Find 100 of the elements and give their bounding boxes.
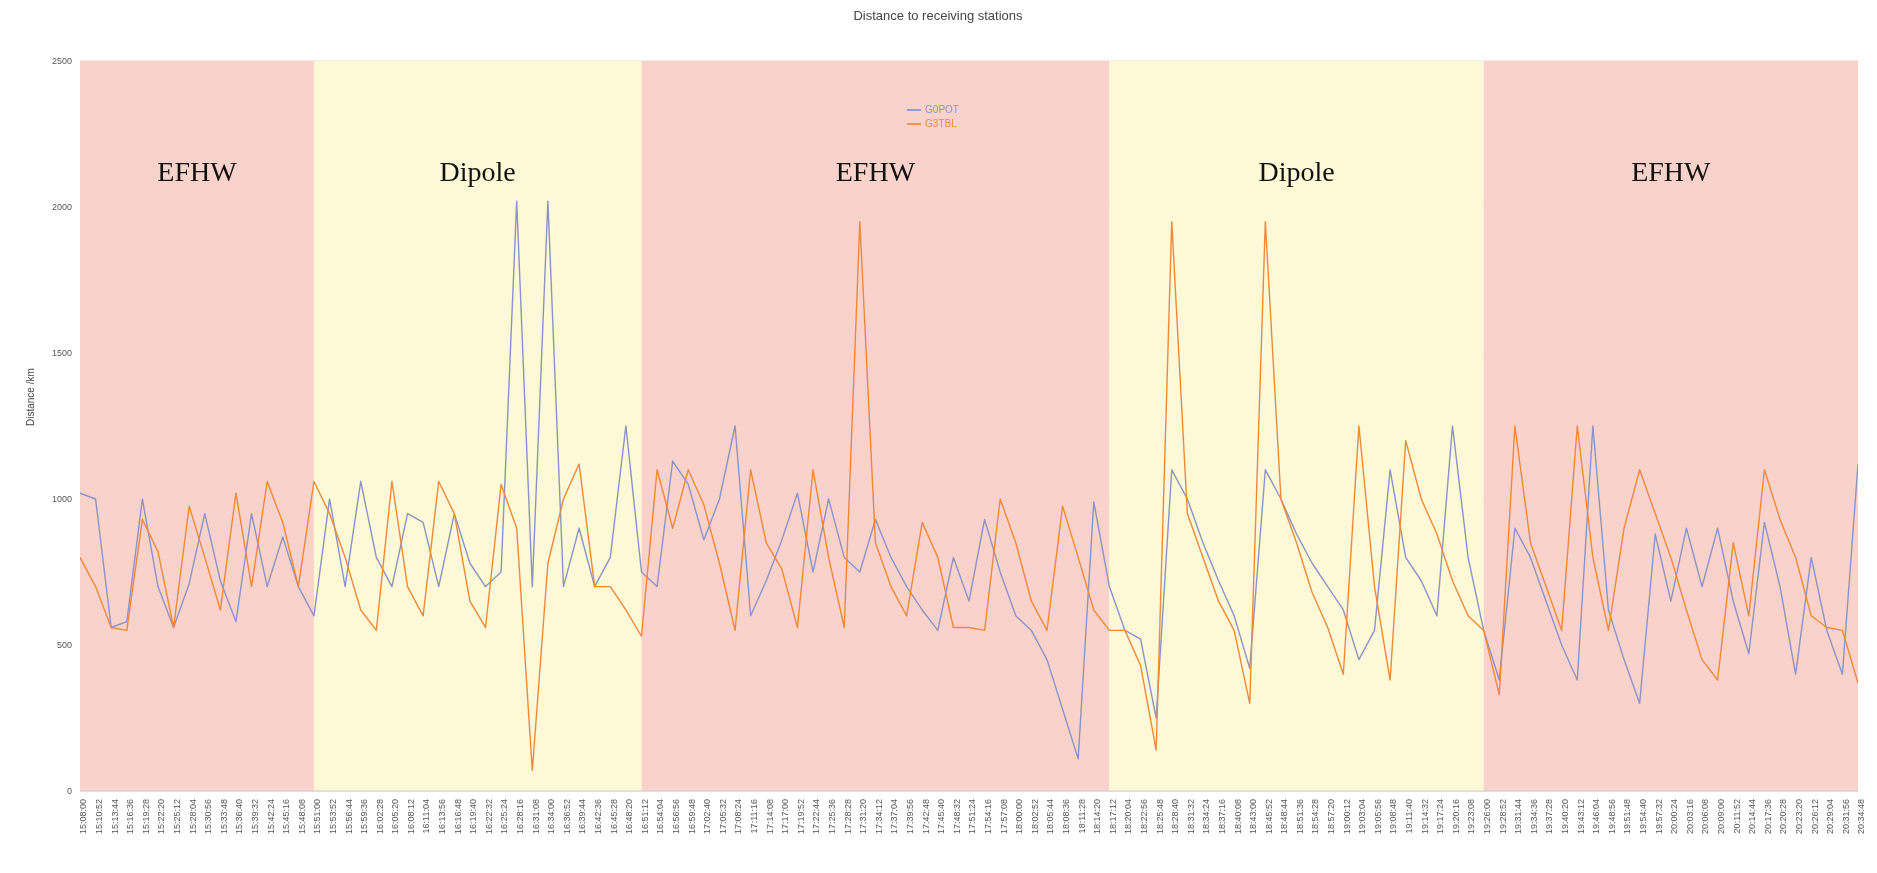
x-tick-label: 16:42:36 — [593, 799, 604, 835]
x-tick-label: 19:43:12 — [1575, 799, 1586, 835]
x-tick-label: 16:11:04 — [421, 799, 432, 834]
x-tick-label: 18:34:24 — [1201, 799, 1212, 835]
x-tick-label: 19:05:56 — [1372, 799, 1383, 835]
x-tick-label: 20:17:36 — [1762, 799, 1773, 835]
x-tick-label: 20:23:20 — [1794, 799, 1804, 835]
x-tick-label: 19:40:20 — [1560, 799, 1571, 835]
x-tick-label: 18:28:40 — [1170, 799, 1181, 835]
x-tick-label: 18:40:08 — [1232, 799, 1243, 835]
x-tick-label: 17:54:16 — [982, 799, 993, 835]
y-tick-label: 2500 — [51, 56, 72, 67]
x-tick-label: 20:06:08 — [1700, 799, 1711, 835]
x-tick-label: 17:39:56 — [905, 799, 915, 835]
y-tick-label: 1000 — [51, 494, 72, 505]
x-tick-label: 17:14:08 — [764, 799, 775, 835]
x-tick-label: 20:34:48 — [1856, 799, 1867, 835]
x-tick-label: 20:09:00 — [1716, 799, 1727, 835]
x-tick-label: 20:20:28 — [1778, 799, 1789, 835]
x-tick-label: 15:42:24 — [265, 799, 276, 835]
x-tick-label: 17:19:52 — [795, 799, 806, 835]
x-tick-label: 15:39:32 — [249, 799, 260, 835]
x-tick-label: 16:51:12 — [639, 799, 650, 835]
x-tick-label: 15:56:44 — [343, 799, 354, 835]
x-tick-label: 17:45:40 — [936, 799, 947, 835]
x-tick-label: 19:37:28 — [1544, 799, 1555, 835]
x-tick-label: 15:59:36 — [359, 799, 370, 835]
x-tick-label: 19:14:32 — [1419, 799, 1430, 835]
x-tick-label: 15:08:00 — [78, 799, 89, 835]
x-tick-label: 17:57:08 — [998, 799, 1009, 835]
x-tick-label: 17:05:32 — [717, 799, 728, 835]
x-tick-label: 19:57:32 — [1653, 799, 1664, 835]
x-tick-label: 15:19:28 — [140, 799, 151, 835]
x-tick-label: 19:54:40 — [1638, 799, 1649, 835]
x-tick-label: 15:22:20 — [156, 799, 167, 835]
x-tick-label: 17:17:00 — [780, 799, 791, 835]
x-tick-label: 15:51:00 — [312, 799, 323, 835]
y-tick-label: 1500 — [51, 348, 72, 359]
x-tick-label: 15:10:52 — [93, 799, 104, 835]
x-tick-label: 20:29:04 — [1825, 799, 1836, 835]
x-tick-label: 16:31:08 — [530, 799, 541, 835]
x-tick-label: 18:02:52 — [1029, 799, 1040, 835]
x-tick-label: 19:46:04 — [1591, 799, 1602, 835]
x-tick-label: 18:00:00 — [1014, 799, 1025, 835]
x-tick-label: 18:22:56 — [1138, 799, 1149, 835]
x-tick-label: 20:31:56 — [1840, 799, 1851, 835]
x-tick-label: 18:48:44 — [1279, 799, 1290, 835]
x-tick-label: 17:42:48 — [920, 799, 931, 835]
band-label: EFHW — [835, 155, 916, 187]
legend-label: G3TBL — [925, 117, 957, 129]
legend-label: G0POT — [925, 103, 959, 115]
x-tick-label: 15:36:40 — [234, 799, 245, 835]
x-tick-label: 16:05:20 — [390, 799, 401, 835]
x-tick-label: 16:59:48 — [686, 799, 697, 835]
x-tick-label: 19:31:44 — [1513, 799, 1524, 835]
x-tick-label: 20:14:44 — [1747, 799, 1758, 835]
x-tick-label: 15:16:36 — [125, 799, 136, 835]
band-label: EFHW — [1631, 155, 1712, 187]
x-tick-label: 16:28:16 — [515, 799, 526, 835]
x-tick-label: 17:31:20 — [858, 799, 869, 835]
x-tick-label: 15:30:56 — [203, 799, 214, 835]
x-tick-label: 19:00:12 — [1341, 799, 1352, 835]
x-tick-label: 16:08:12 — [405, 799, 416, 835]
x-tick-label: 20:00:24 — [1669, 799, 1680, 835]
x-tick-label: 16:56:56 — [671, 799, 682, 835]
x-tick-label: 19:28:52 — [1497, 799, 1508, 835]
x-tick-label: 15:28:04 — [187, 799, 198, 835]
x-tick-label: 15:25:12 — [171, 799, 182, 835]
x-tick-label: 17:28:28 — [842, 799, 853, 835]
x-tick-label: 16:19:40 — [468, 799, 479, 835]
x-tick-label: 19:34:36 — [1528, 799, 1539, 835]
x-tick-label: 17:22:44 — [811, 799, 822, 835]
x-tick-label: 18:20:04 — [1123, 799, 1134, 835]
x-tick-label: 19:26:00 — [1482, 799, 1493, 835]
x-tick-label: 19:03:04 — [1357, 799, 1368, 835]
y-tick-label: 0 — [66, 786, 72, 797]
x-tick-label: 19:48:56 — [1606, 799, 1617, 835]
band-label: Dipole — [439, 155, 516, 187]
x-tick-label: 17:11:16 — [749, 799, 760, 834]
x-tick-label: 18:05:44 — [1045, 799, 1056, 835]
x-tick-label: 18:57:20 — [1326, 799, 1337, 835]
x-tick-label: 17:48:32 — [951, 799, 962, 835]
band-label: EFHW — [157, 155, 238, 187]
x-tick-label: 18:54:28 — [1310, 799, 1321, 835]
x-tick-label: 15:48:08 — [296, 799, 307, 835]
x-tick-label: 16:36:52 — [561, 799, 572, 835]
x-tick-label: 16:02:28 — [374, 799, 385, 835]
x-tick-label: 17:51:24 — [967, 799, 978, 835]
x-tick-label: 16:16:48 — [452, 799, 463, 835]
x-tick-label: 18:31:32 — [1185, 799, 1196, 835]
x-tick-label: 19:23:08 — [1466, 799, 1477, 835]
x-tick-label: 17:08:24 — [733, 799, 744, 835]
x-tick-label: 19:11:40 — [1404, 799, 1415, 834]
x-tick-label: 16:45:28 — [608, 799, 619, 835]
x-tick-label: 19:51:48 — [1622, 799, 1633, 835]
x-tick-label: 18:37:16 — [1216, 799, 1227, 835]
x-tick-label: 18:45:52 — [1263, 799, 1274, 835]
chart-title: Distance to receiving stations — [852, 8, 1024, 23]
x-tick-label: 17:25:36 — [827, 799, 838, 835]
band-label: Dipole — [1258, 155, 1335, 187]
